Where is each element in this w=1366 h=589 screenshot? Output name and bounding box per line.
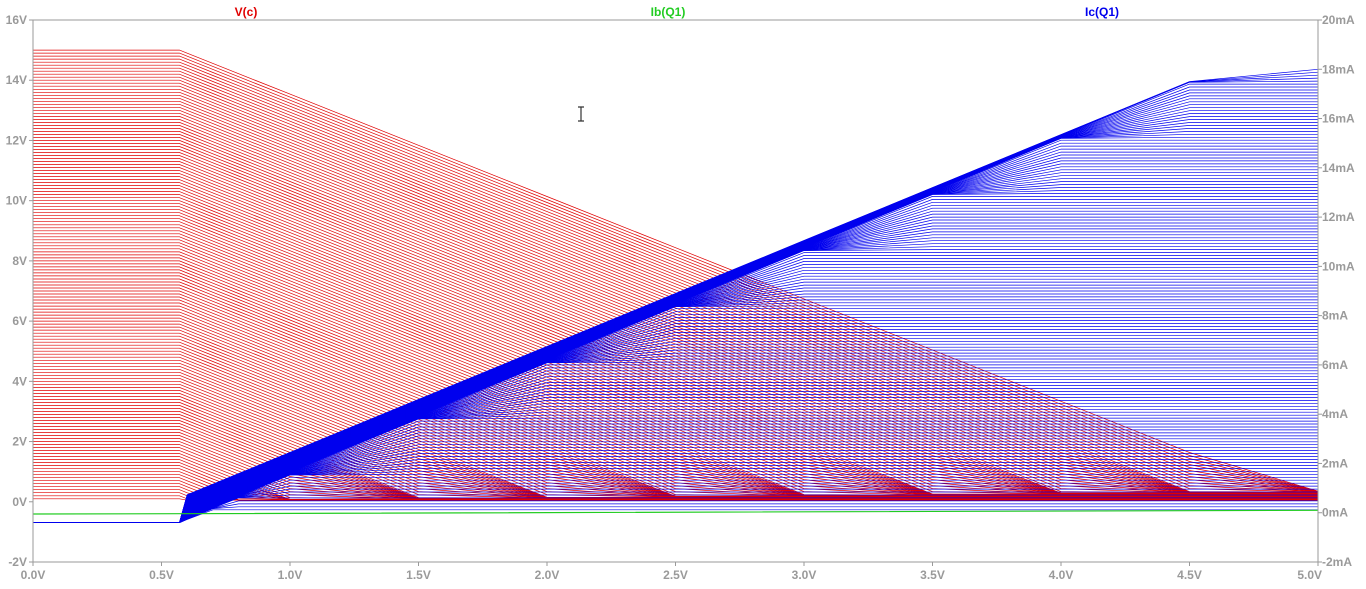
x-tick-label: 2.0V bbox=[535, 568, 560, 582]
vc-trace bbox=[33, 179, 1318, 495]
x-tick-label: 4.5V bbox=[1177, 568, 1202, 582]
y-left-tick-label: 0V bbox=[12, 495, 27, 509]
vc-trace bbox=[33, 173, 1318, 495]
vc-trace bbox=[33, 82, 1319, 493]
vc-trace bbox=[33, 61, 1319, 492]
vc-trace bbox=[33, 170, 1318, 494]
x-tick-label: 5.0V bbox=[1297, 568, 1322, 582]
y-right-tick-label: 14mA bbox=[1322, 161, 1355, 175]
x-tick-label: 2.5V bbox=[663, 568, 688, 582]
vc-trace bbox=[33, 109, 1318, 493]
y-right-tick-label: 12mA bbox=[1322, 210, 1355, 224]
y-right-tick-label: 6mA bbox=[1322, 358, 1348, 372]
vc-trace bbox=[33, 152, 1318, 494]
y-right-tick-label: -2mA bbox=[1322, 555, 1352, 569]
trace-titles: V(c) Ib(Q1) Ic(Q1) bbox=[235, 5, 1119, 19]
ic-trace bbox=[33, 151, 1318, 523]
vc-trace bbox=[33, 76, 1319, 493]
vc-trace bbox=[33, 49, 1319, 492]
vc-trace bbox=[33, 55, 1319, 492]
vc-trace bbox=[33, 227, 1318, 496]
vc-trace bbox=[33, 100, 1318, 493]
vc-trace bbox=[33, 52, 1319, 492]
y-right-tick-label: 4mA bbox=[1322, 407, 1348, 421]
traces-layer bbox=[32, 49, 1319, 523]
vc-trace bbox=[33, 185, 1318, 495]
vc-trace bbox=[33, 79, 1319, 493]
y-left-tick-label: 16V bbox=[6, 13, 27, 27]
vc-trace bbox=[33, 91, 1318, 493]
trace-title-1[interactable]: Ib(Q1) bbox=[651, 5, 686, 19]
y-right-tick-label: 8mA bbox=[1322, 309, 1348, 323]
x-tick-label: 1.5V bbox=[406, 568, 431, 582]
vc-trace bbox=[33, 119, 1318, 493]
x-tick-label: 3.5V bbox=[920, 568, 945, 582]
y-left-tick-label: -2V bbox=[8, 555, 27, 569]
y-left-tick-label: 8V bbox=[12, 254, 27, 268]
vc-trace bbox=[33, 155, 1318, 494]
vc-trace bbox=[33, 85, 1319, 493]
vc-trace bbox=[33, 58, 1319, 492]
y-right-tick-label: 2mA bbox=[1322, 456, 1348, 470]
y-left-tick-label: 4V bbox=[12, 374, 27, 388]
vc-trace bbox=[33, 218, 1318, 495]
y-right-tick-label: 16mA bbox=[1322, 112, 1355, 126]
y-right-tick-label: 10mA bbox=[1322, 259, 1355, 273]
vc-trace bbox=[33, 176, 1318, 495]
vc-trace bbox=[33, 67, 1319, 492]
vc-trace bbox=[33, 158, 1318, 494]
vc-trace bbox=[33, 112, 1318, 493]
vc-trace bbox=[33, 164, 1318, 494]
vc-trace bbox=[33, 125, 1318, 494]
vc-trace bbox=[33, 194, 1318, 495]
y-right-tick-label: 0mA bbox=[1322, 506, 1348, 520]
y-left-tick-label: 10V bbox=[6, 194, 27, 208]
trace-title-2[interactable]: Ic(Q1) bbox=[1085, 5, 1119, 19]
vc-trace bbox=[33, 188, 1318, 495]
ic-trace bbox=[33, 68, 1319, 523]
vc-trace bbox=[33, 122, 1318, 494]
y-left-tick-label: 14V bbox=[6, 73, 27, 87]
ic-trace bbox=[33, 131, 1318, 523]
vc-trace bbox=[33, 64, 1319, 492]
vc-trace bbox=[33, 191, 1318, 495]
vc-trace bbox=[33, 146, 1318, 494]
x-tick-label: 0.5V bbox=[149, 568, 174, 582]
vc-trace bbox=[33, 116, 1318, 493]
y-axis-right: -2mA 0mA 2mA 4mA 6mA 8mA 10mA 12mA 14mA 16mA 18mA 2… bbox=[1318, 13, 1355, 569]
y-left-tick-label: 12V bbox=[6, 133, 27, 147]
x-axis: 0.0V 0.5V 1.0V 1.5V 2.0V 2.5V 3.0V 3.5V 4.0V 4.5V… bbox=[21, 562, 1322, 582]
text-cursor-icon bbox=[578, 106, 584, 122]
y-right-tick-label: 20mA bbox=[1322, 13, 1355, 27]
vc-trace bbox=[33, 161, 1318, 494]
vc-trace bbox=[33, 88, 1319, 493]
text-cursor-icon-shape bbox=[578, 106, 584, 122]
x-tick-label: 4.0V bbox=[1049, 568, 1074, 582]
y-left-tick-label: 6V bbox=[12, 314, 27, 328]
x-tick-label: 3.0V bbox=[792, 568, 817, 582]
vc-trace bbox=[33, 94, 1318, 493]
trace-title-0[interactable]: V(c) bbox=[235, 5, 258, 19]
ic-trace bbox=[33, 506, 1318, 523]
vc-trace bbox=[33, 103, 1318, 493]
vc-trace bbox=[33, 143, 1318, 494]
y-right-tick-label: 18mA bbox=[1322, 62, 1355, 76]
vc-trace bbox=[33, 97, 1318, 493]
y-left-tick-label: 2V bbox=[12, 435, 27, 449]
vc-trace bbox=[33, 70, 1319, 493]
y-axis-left: -2V 0V 2V 4V 6V 8V 10V 12V 14V 16V bbox=[6, 13, 33, 569]
x-tick-label: 0.0V bbox=[21, 568, 46, 582]
vc-trace bbox=[33, 106, 1318, 493]
vc-trace bbox=[33, 73, 1319, 493]
ib-trace bbox=[32, 509, 1319, 515]
x-tick-label: 1.0V bbox=[278, 568, 303, 582]
